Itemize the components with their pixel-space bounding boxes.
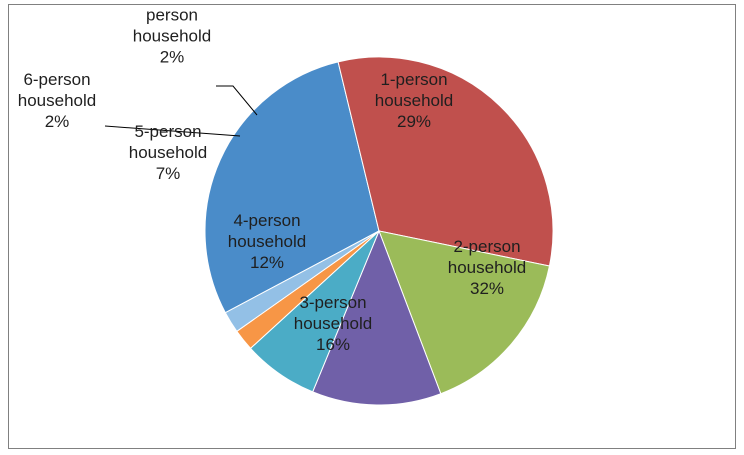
pie-slice-4 xyxy=(312,229,442,406)
slice-label-5-line-2: household xyxy=(129,143,207,162)
leader-line-7 xyxy=(216,85,258,116)
slice-label-2-line-3: 32% xyxy=(470,279,504,298)
slice-label-4-line-3: 12% xyxy=(250,253,284,272)
pie-slice-7 xyxy=(224,230,380,332)
slice-label-3-line-3: 16% xyxy=(316,335,350,354)
slice-label-3: 3-person household 16% xyxy=(294,293,372,354)
slice-label-1-line-2: household xyxy=(375,91,453,110)
chart-frame: 1-person household 29% 2-person household 32%… xyxy=(8,4,736,449)
slice-label-7-line-4: 2% xyxy=(160,48,185,67)
slice-label-6: 6-person household 2% xyxy=(18,70,96,131)
slice-label-7-line-3: household xyxy=(133,27,211,46)
slice-label-6-line-1: 6-person xyxy=(23,70,90,89)
slice-label-1-line-1: 1-person xyxy=(380,70,447,89)
slice-label-6-line-2: household xyxy=(18,91,96,110)
slice-label-5-line-3: 7% xyxy=(156,164,181,183)
slice-label-2: 2-person household 32% xyxy=(448,237,526,298)
slice-label-4: 4-person household 12% xyxy=(228,211,306,272)
pie-slice-2 xyxy=(337,56,554,267)
slice-label-3-line-1: 3-person xyxy=(299,293,366,312)
slice-label-6-line-3: 2% xyxy=(45,112,70,131)
pie-slices xyxy=(204,56,554,406)
leader-line-6 xyxy=(104,125,241,137)
slice-labels: 1-person household 29% 2-person household 32%… xyxy=(18,5,526,355)
slice-label-5-line-1: 5-person xyxy=(134,122,201,141)
slice-label-4-line-2: household xyxy=(228,232,306,251)
slice-label-3-line-2: household xyxy=(294,314,372,333)
slice-label-1-line-3: 29% xyxy=(397,112,431,131)
slice-label-4-line-1: 4-person xyxy=(233,211,300,230)
leader-lines xyxy=(104,85,258,137)
slice-label-2-line-2: household xyxy=(448,258,526,277)
slice-label-5: 5-person household 7% xyxy=(129,122,207,183)
pie-chart: 1-person household 29% 2-person household 32%… xyxy=(18,5,554,406)
slice-label-7-line-2: person xyxy=(146,6,198,25)
slice-label-2-line-1: 2-person xyxy=(453,237,520,256)
slice-label-1: 1-person household 29% xyxy=(375,70,453,131)
pie-slice-3 xyxy=(378,230,551,395)
pie-slice-1 xyxy=(204,61,380,314)
